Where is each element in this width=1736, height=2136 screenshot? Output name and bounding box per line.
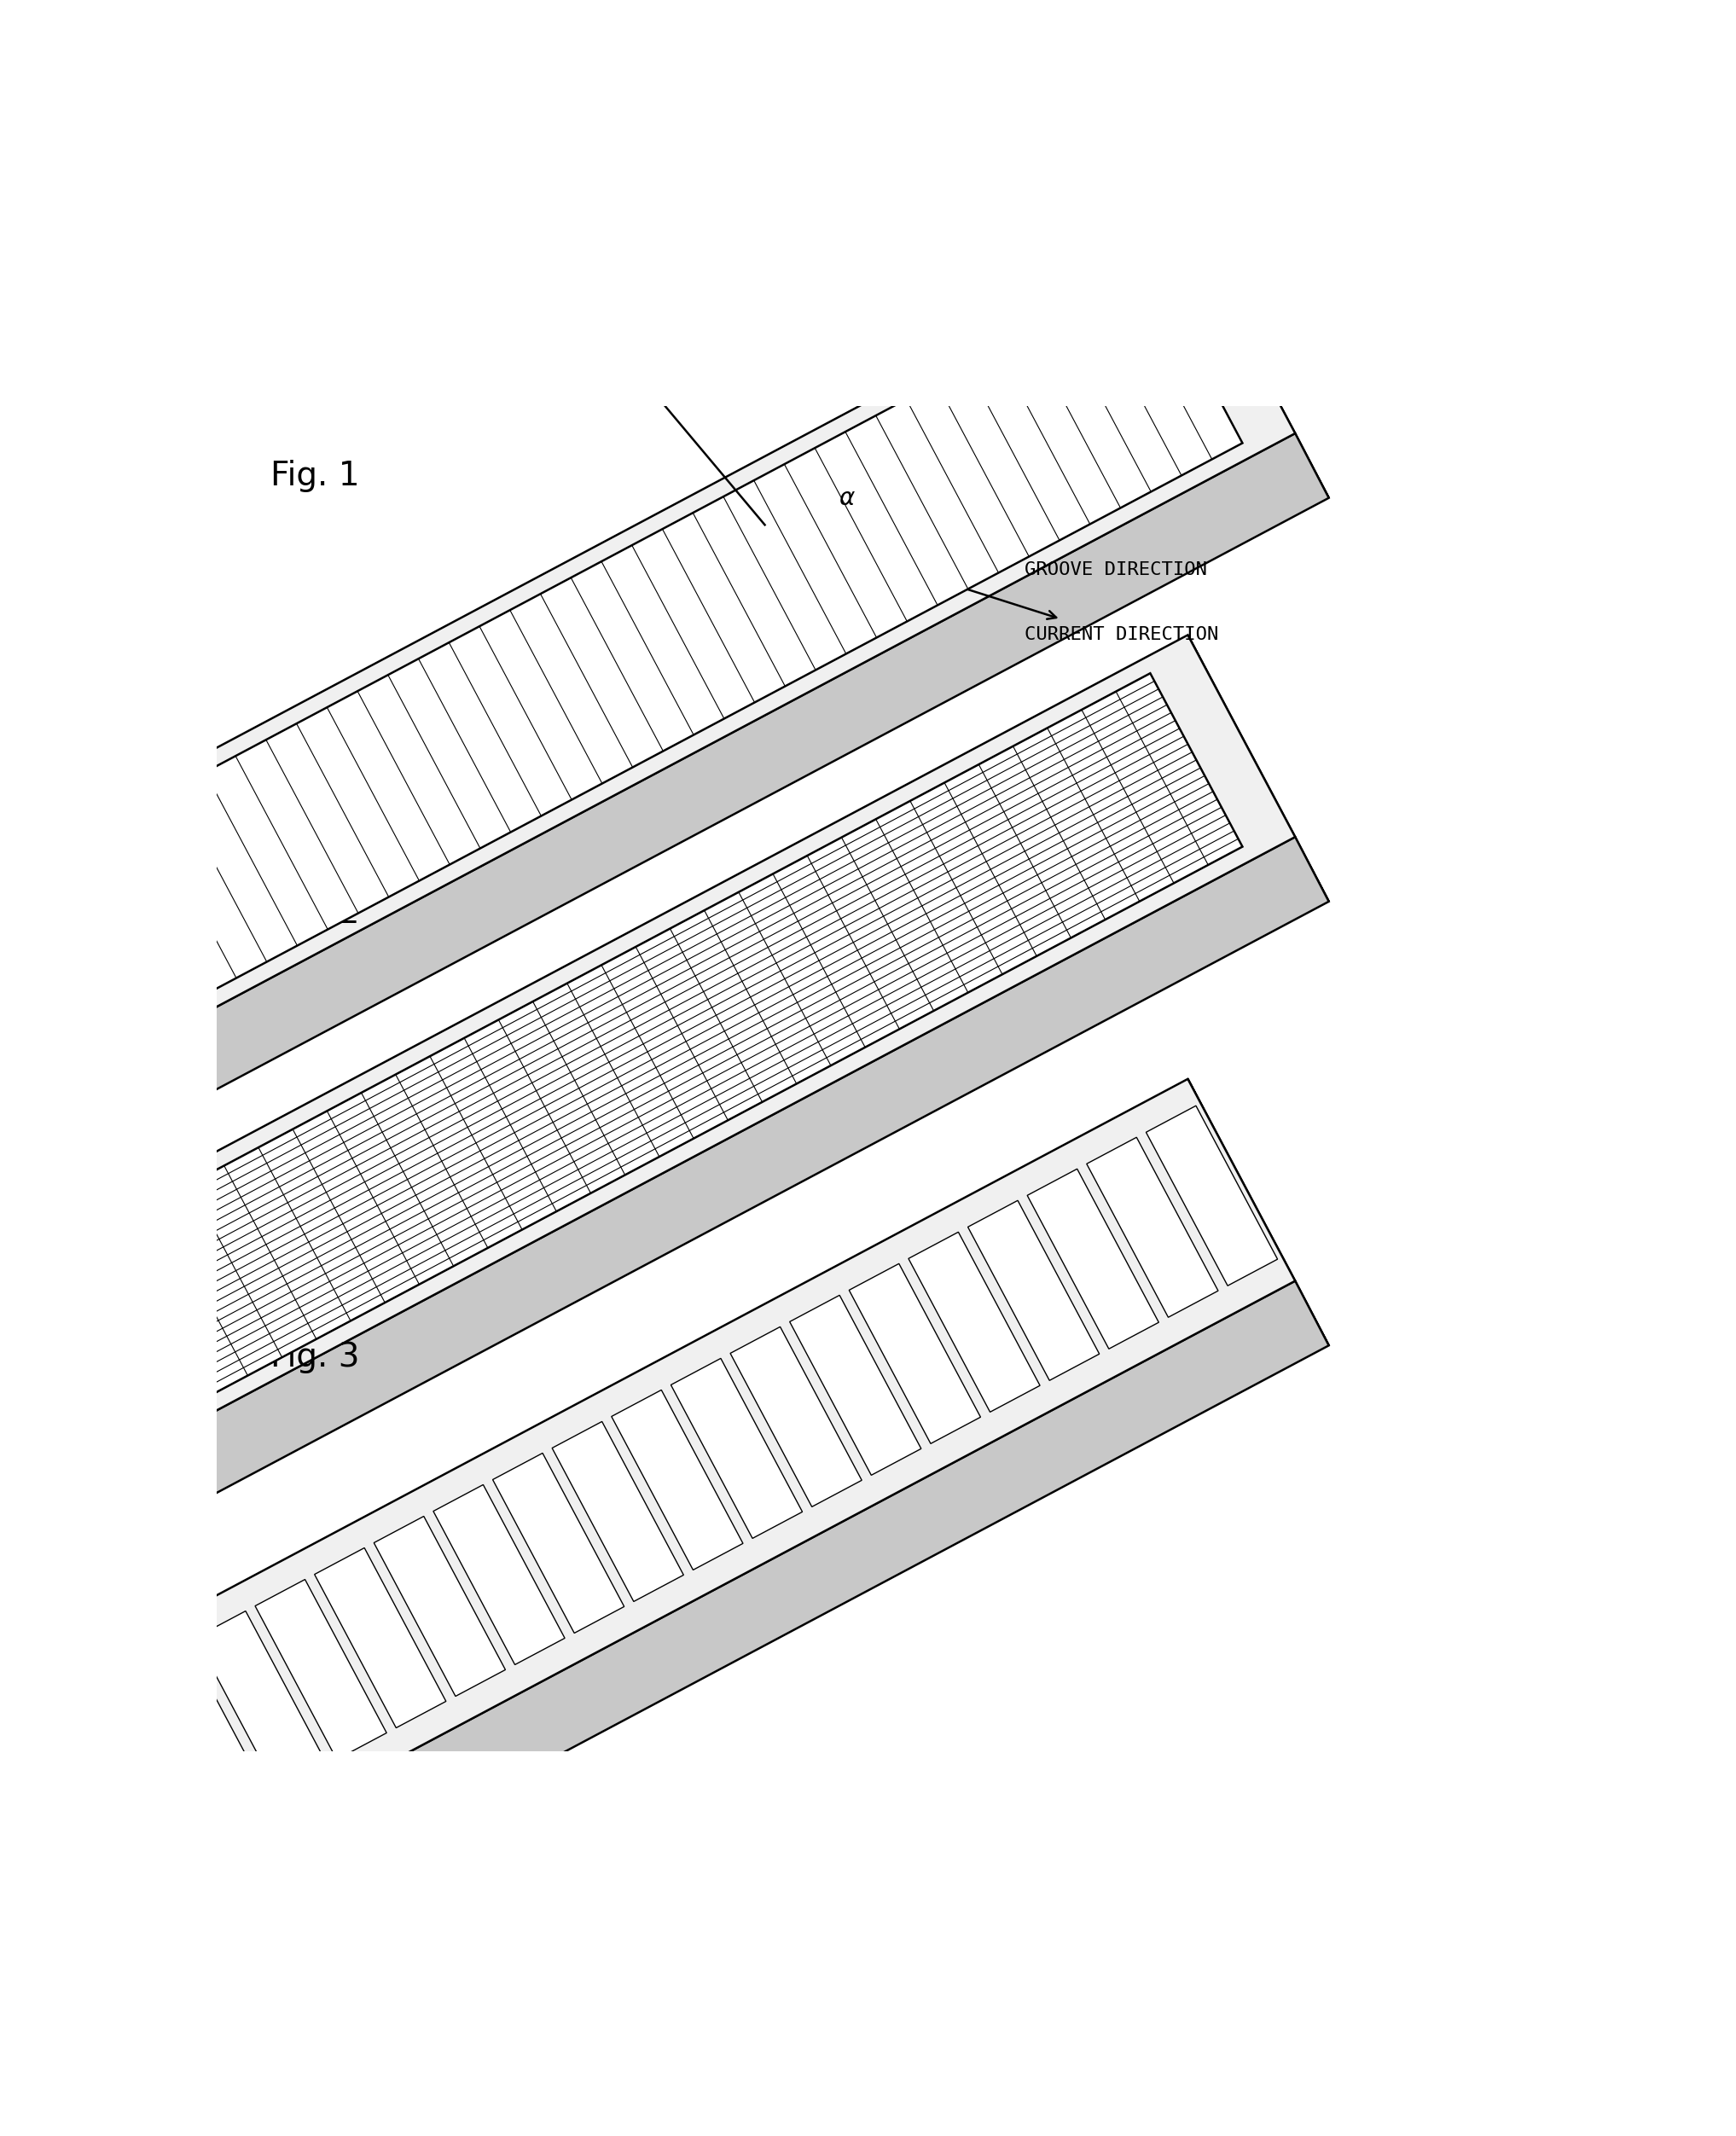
Polygon shape [552, 1423, 684, 1602]
Polygon shape [108, 837, 1328, 1534]
Polygon shape [108, 434, 1328, 1130]
Text: $\alpha$: $\alpha$ [838, 485, 856, 511]
Text: Fig. 2: Fig. 2 [271, 897, 359, 929]
Polygon shape [611, 1391, 743, 1570]
Polygon shape [1187, 1079, 1328, 1346]
Polygon shape [434, 1485, 564, 1664]
Polygon shape [0, 1079, 1295, 1912]
Text: Fig. 1: Fig. 1 [271, 459, 359, 491]
Polygon shape [52, 673, 1243, 1431]
Polygon shape [52, 269, 1243, 1027]
Polygon shape [1028, 1168, 1158, 1350]
Polygon shape [137, 1643, 267, 1822]
Text: Fig. 3: Fig. 3 [271, 1341, 359, 1373]
Polygon shape [908, 1232, 1040, 1412]
Polygon shape [1146, 1106, 1278, 1286]
Polygon shape [790, 1294, 922, 1476]
Polygon shape [0, 634, 1295, 1470]
Polygon shape [0, 231, 1295, 1066]
Polygon shape [196, 1611, 326, 1790]
Polygon shape [255, 1579, 387, 1760]
Polygon shape [373, 1517, 505, 1696]
Polygon shape [731, 1326, 861, 1506]
Polygon shape [1187, 634, 1328, 901]
Polygon shape [1187, 231, 1328, 498]
Text: CURRENT DIRECTION: CURRENT DIRECTION [1024, 626, 1219, 643]
Polygon shape [1087, 1136, 1219, 1318]
Text: GROOVE DIRECTION: GROOVE DIRECTION [1024, 562, 1207, 579]
Polygon shape [849, 1265, 981, 1444]
Polygon shape [969, 1200, 1099, 1380]
Polygon shape [76, 1675, 208, 1854]
Polygon shape [17, 1707, 149, 1886]
Polygon shape [108, 1282, 1328, 1978]
Polygon shape [314, 1549, 446, 1728]
Polygon shape [493, 1452, 625, 1634]
Polygon shape [670, 1358, 802, 1538]
